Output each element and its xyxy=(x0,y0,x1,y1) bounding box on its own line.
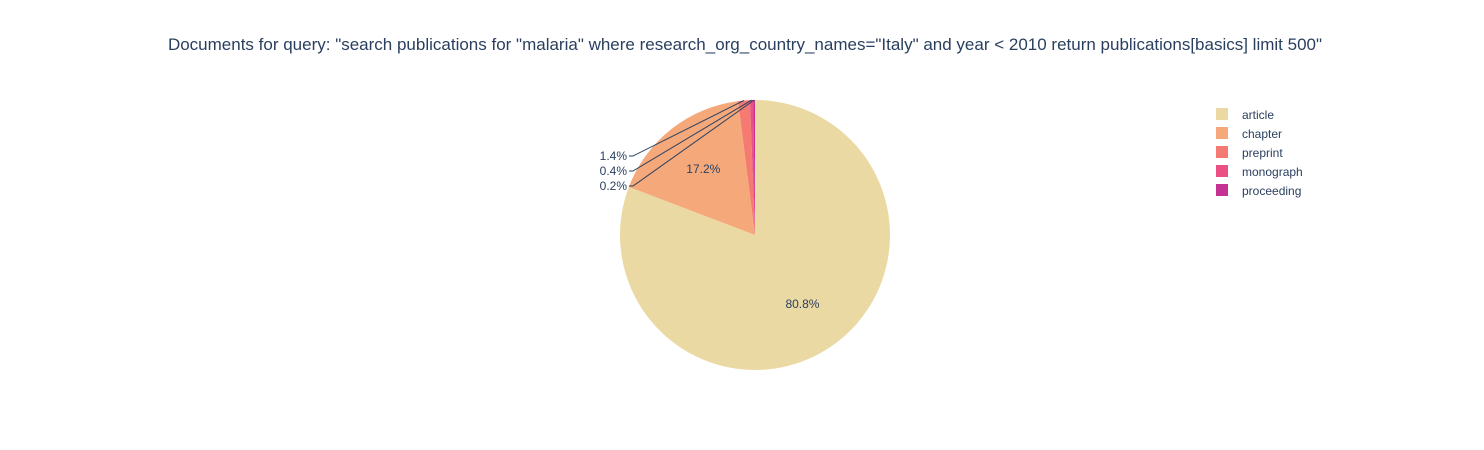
legend-swatch xyxy=(1216,127,1228,139)
legend-swatch xyxy=(1216,165,1228,177)
legend-item-preprint[interactable]: preprint xyxy=(1216,146,1283,160)
legend-item-article[interactable]: article xyxy=(1216,108,1274,122)
legend-swatch xyxy=(1216,108,1228,120)
pie-slice-preprint[interactable] xyxy=(738,100,755,236)
legend-item-proceeding[interactable]: proceeding xyxy=(1216,184,1301,198)
legend-label: preprint xyxy=(1242,146,1283,160)
legend-item-monograph[interactable]: monograph xyxy=(1216,165,1303,179)
slice-label-preprint: 1.4% xyxy=(600,149,628,163)
legend-swatch xyxy=(1216,146,1228,158)
legend-item-chapter[interactable]: chapter xyxy=(1216,127,1282,141)
pie-slices xyxy=(620,100,890,370)
slice-label-chapter: 17.2% xyxy=(686,162,720,176)
pie-labels: 80.8% 17.2% 1.4%0.4%0.2% xyxy=(600,99,820,311)
slice-label-proceeding: 0.2% xyxy=(600,179,628,193)
chart-title: Documents for query: "search publication… xyxy=(168,35,1322,54)
slice-label-monograph: 0.4% xyxy=(600,164,628,178)
legend-label: monograph xyxy=(1242,165,1303,179)
legend-label: chapter xyxy=(1242,127,1282,141)
legend: article chapter preprint monograph proceedin… xyxy=(1216,108,1303,198)
legend-swatch xyxy=(1216,184,1228,196)
pie-slice-monograph[interactable] xyxy=(749,100,755,236)
leader-line-preprint xyxy=(629,100,745,157)
leader-line-proceeding xyxy=(629,99,755,187)
legend-label: article xyxy=(1242,108,1274,122)
leader-line-monograph xyxy=(629,99,752,172)
pie-slice-chapter[interactable] xyxy=(628,101,755,235)
pie-slice-proceeding[interactable] xyxy=(753,100,755,235)
slice-label-article: 80.8% xyxy=(785,297,819,311)
legend-label: proceeding xyxy=(1242,184,1301,198)
